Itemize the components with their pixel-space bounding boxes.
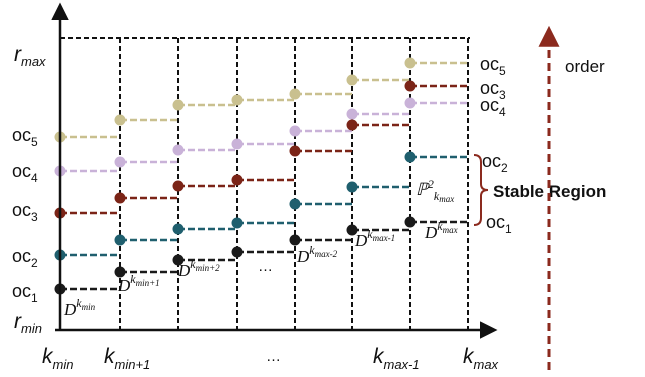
d-label-kmin: Dkmin [63, 296, 96, 319]
right-oc2-label: oc2 [482, 151, 508, 175]
y-axis-top-label: rmax [14, 43, 46, 69]
oc3-point-5 [289, 145, 301, 157]
oc1-point-6 [346, 224, 358, 236]
oc4-point-5 [289, 125, 301, 137]
p2-kmax-label: ℙ2kmax [416, 177, 454, 204]
d-label-kmin1: Dkmin+1 [117, 272, 160, 295]
oc2-point-7 [404, 151, 416, 163]
oc1-point-4 [231, 246, 243, 258]
oc4-point-3 [172, 144, 184, 156]
oc1-point-3 [172, 254, 184, 266]
x-tick-label-kmin1: kmin+1 [104, 345, 150, 372]
x-tick-label-kmax: kmax [463, 345, 499, 372]
d-label-kmax: Dkmax [424, 219, 458, 242]
left-oc4-label: oc4 [12, 161, 38, 185]
x-tick-label-kmin: kmin [42, 345, 73, 372]
oc5-point-2 [114, 114, 126, 126]
oc3-point-6 [346, 119, 358, 131]
d-label-kmax1: Dkmax-1 [354, 227, 395, 250]
right-oc5-label: oc5 [480, 54, 506, 78]
oc3-point-2 [114, 192, 126, 204]
right-oc4-label: oc4 [480, 95, 506, 119]
oc1-point-5 [289, 234, 301, 246]
right-oc1-label: oc1 [486, 212, 512, 236]
oc1-point-7 [404, 216, 416, 228]
oc2-point-6 [346, 181, 358, 193]
oc2-point-3 [172, 223, 184, 235]
oc2-point-2 [114, 234, 126, 246]
d-label-kmax2: Dkmax-2 [296, 243, 338, 266]
stable-region-bracket [473, 154, 489, 226]
oc1-point-2 [114, 266, 126, 278]
series-layer [54, 57, 468, 295]
left-oc3-label: oc3 [12, 200, 38, 224]
y-axis-bottom-label: rmin [14, 310, 42, 336]
left-oc2-label: oc2 [12, 246, 38, 270]
stable-region-label: Stable Region [493, 182, 606, 201]
right-oc3-label: oc3 [480, 78, 506, 102]
oc2-point-5 [289, 198, 301, 210]
oc5-point-4 [231, 94, 243, 106]
oc4-point-4 [231, 138, 243, 150]
oc5-point-3 [172, 99, 184, 111]
x-tick-label-ellipsis: … [266, 348, 281, 365]
oc5-point-7 [404, 57, 416, 69]
d-label-kmin2: Dkmin+2 [177, 257, 220, 280]
oc5-point-6 [346, 74, 358, 86]
oc3-point-4 [231, 174, 243, 186]
oc3-point-7 [404, 80, 416, 92]
oc2-point-4 [231, 217, 243, 229]
x-tick-label-kmax1: kmax-1 [373, 345, 420, 372]
left-oc1-label: oc1 [12, 281, 38, 305]
order-label: order [565, 57, 605, 76]
left-oc5-label: oc5 [12, 125, 38, 149]
oc4-point-6 [346, 108, 358, 120]
oc5-point-5 [289, 88, 301, 100]
oc3-point-3 [172, 180, 184, 192]
oc4-point-2 [114, 156, 126, 168]
oc4-point-7 [404, 97, 416, 109]
d-label-ellipsis: … [258, 258, 273, 275]
